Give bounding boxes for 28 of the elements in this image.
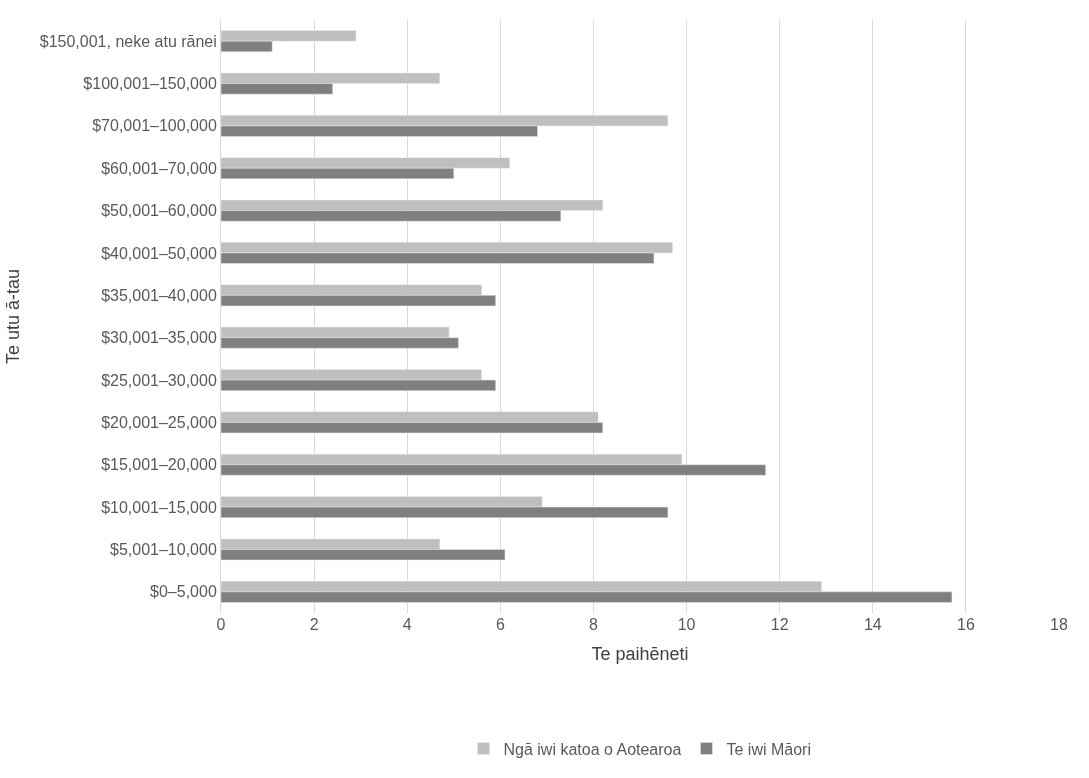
x-axis-title: Te paihēneti [591, 644, 689, 665]
x-tick-label: 10 [677, 616, 696, 633]
y-axis-title: Te utu ā-tau [2, 268, 23, 365]
x-tick-label: 0 [216, 616, 226, 633]
y-tick-label: $10,001–15,000 [101, 498, 217, 516]
y-tick-label: $35,001–40,000 [101, 286, 217, 304]
y-tick-label: $25,001–30,000 [101, 371, 217, 389]
y-tick-label: $15,001–20,000 [101, 456, 217, 474]
y-tick-label: $20,001–25,000 [101, 413, 217, 431]
y-tick-label: $60,001–70,000 [101, 159, 217, 177]
legend-label: Ngā iwi katoa o Aotearoa [503, 740, 682, 758]
x-tick-label: 14 [863, 616, 882, 633]
y-tick-label: $0–5,000 [150, 583, 217, 601]
legend-label: Te iwi Māori [726, 740, 811, 758]
y-tick-label: $30,001–35,000 [101, 329, 217, 347]
y-tick-label: $150,001, neke atu rānei [39, 32, 217, 50]
x-tick-label: 6 [495, 616, 505, 633]
x-tick-label: 12 [770, 616, 789, 633]
y-tick-label: $5,001–10,000 [110, 541, 217, 559]
x-tick-label: 18 [1050, 616, 1068, 633]
x-tick-label: 2 [309, 616, 319, 633]
y-tick-label: $70,001–100,000 [92, 117, 217, 135]
x-tick-label: 8 [588, 616, 598, 633]
y-tick-label: $40,001–50,000 [101, 244, 217, 262]
y-tick-label: $100,001–150,000 [83, 75, 217, 93]
x-tick-label: 16 [956, 616, 975, 633]
x-tick-label: 4 [402, 616, 412, 633]
y-tick-label: $50,001–60,000 [101, 202, 217, 220]
